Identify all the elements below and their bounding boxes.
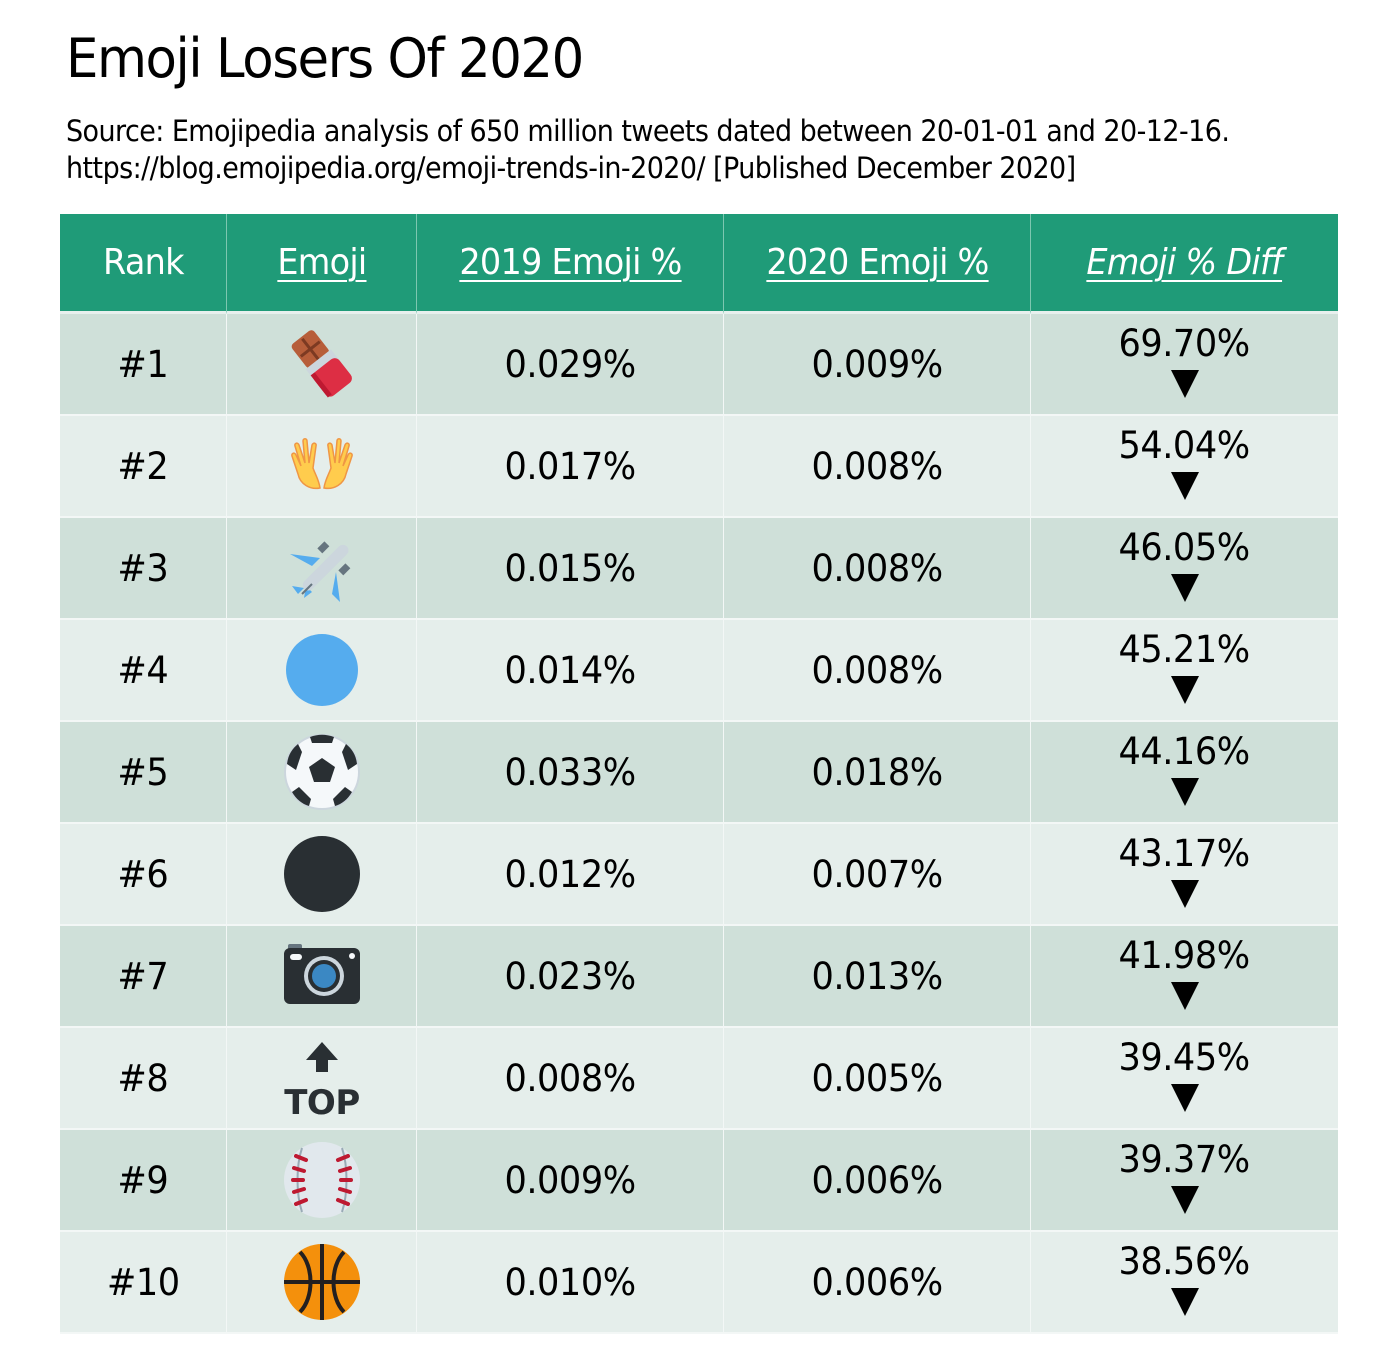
rank-cell: #9 (60, 1130, 227, 1232)
pct-2020-cell: 0.008% (724, 416, 1031, 518)
jazz-hands-icon (282, 426, 362, 506)
rank-cell: #6 (60, 824, 227, 926)
pct-diff-cell: 69.70% (1031, 314, 1338, 416)
down-triangle-icon (1170, 676, 1199, 704)
pct-2020-cell: 0.006% (724, 1130, 1031, 1232)
chocolate-bar-icon (282, 324, 362, 404)
pct-2019-cell: 0.014% (417, 620, 724, 722)
down-triangle-icon (1170, 982, 1199, 1010)
source-line-1: Source: Emojipedia analysis of 650 milli… (66, 114, 1230, 148)
pct-2019-cell: 0.023% (417, 926, 724, 1028)
pct-diff-cell: 45.21% (1031, 620, 1338, 722)
pct-2019-cell: 0.033% (417, 722, 724, 824)
blue-circle-icon (282, 630, 362, 710)
column-header-diff[interactable]: Emoji % Diff (1031, 214, 1338, 314)
emoji-cell (227, 824, 417, 926)
pct-2019-cell: 0.029% (417, 314, 724, 416)
emoji-cell (227, 1130, 417, 1232)
emoji-losers-table: Rank Emoji 2019 Emoji % 2020 Emoji % Emo… (60, 214, 1338, 1334)
rank-cell: #2 (60, 416, 227, 518)
emoji-cell (227, 1232, 417, 1334)
pct-diff-cell: 39.37% (1031, 1130, 1338, 1232)
rank-cell: #4 (60, 620, 227, 722)
pct-2019-cell: 0.008% (417, 1028, 724, 1130)
down-triangle-icon (1170, 574, 1199, 602)
basketball-icon (282, 1242, 362, 1322)
rank-cell: #5 (60, 722, 227, 824)
emoji-cell (227, 620, 417, 722)
pct-2019-cell: 0.015% (417, 518, 724, 620)
down-triangle-icon (1170, 1186, 1199, 1214)
rank-cell: #7 (60, 926, 227, 1028)
pct-diff-cell: 41.98% (1031, 926, 1338, 1028)
column-header-emoji[interactable]: Emoji (227, 214, 417, 314)
pct-2020-cell: 0.018% (724, 722, 1031, 824)
down-triangle-icon (1170, 880, 1199, 908)
emoji-cell (227, 722, 417, 824)
emoji-cell (227, 314, 417, 416)
rank-cell: #1 (60, 314, 227, 416)
camera-icon (282, 936, 362, 1016)
pct-diff-cell: 39.45% (1031, 1028, 1338, 1130)
soccer-ball-icon (282, 732, 362, 812)
emoji-cell (227, 518, 417, 620)
rank-cell: #10 (60, 1232, 227, 1334)
source-link: https://blog.emojipedia.org/emoji-trends… (66, 151, 1076, 185)
pct-2019-cell: 0.010% (417, 1232, 724, 1334)
down-triangle-icon (1170, 472, 1199, 500)
source-note: Source: Emojipedia analysis of 650 milli… (66, 113, 1230, 187)
pct-2020-cell: 0.008% (724, 620, 1031, 722)
pct-2020-cell: 0.007% (724, 824, 1031, 926)
pct-diff-cell: 54.04% (1031, 416, 1338, 518)
down-triangle-icon (1170, 778, 1199, 806)
pct-2020-cell: 0.005% (724, 1028, 1031, 1130)
svg-text:TOP: TOP (284, 1083, 360, 1118)
column-header-rank: Rank (60, 214, 227, 314)
pct-2020-cell: 0.009% (724, 314, 1031, 416)
pct-2020-cell: 0.013% (724, 926, 1031, 1028)
pct-2020-cell: 0.006% (724, 1232, 1031, 1334)
down-triangle-icon (1170, 370, 1199, 398)
pct-diff-cell: 44.16% (1031, 722, 1338, 824)
pct-diff-cell: 38.56% (1031, 1232, 1338, 1334)
pct-2019-cell: 0.012% (417, 824, 724, 926)
pct-2020-cell: 0.008% (724, 518, 1031, 620)
black-circle-icon (282, 834, 362, 914)
emoji-cell: TOP (227, 1028, 417, 1130)
baseball-icon (282, 1140, 362, 1220)
airplane-icon (282, 528, 362, 608)
top-arrow-icon: TOP (282, 1038, 362, 1118)
pct-diff-cell: 46.05% (1031, 518, 1338, 620)
pct-2019-cell: 0.009% (417, 1130, 724, 1232)
down-triangle-icon (1170, 1084, 1199, 1112)
pct-2019-cell: 0.017% (417, 416, 724, 518)
emoji-cell (227, 926, 417, 1028)
column-header-2019[interactable]: 2019 Emoji % (417, 214, 724, 314)
emoji-cell (227, 416, 417, 518)
column-header-2020[interactable]: 2020 Emoji % (724, 214, 1031, 314)
rank-cell: #8 (60, 1028, 227, 1130)
rank-cell: #3 (60, 518, 227, 620)
page-title: Emoji Losers Of 2020 (66, 27, 584, 90)
pct-diff-cell: 43.17% (1031, 824, 1338, 926)
down-triangle-icon (1170, 1288, 1199, 1316)
